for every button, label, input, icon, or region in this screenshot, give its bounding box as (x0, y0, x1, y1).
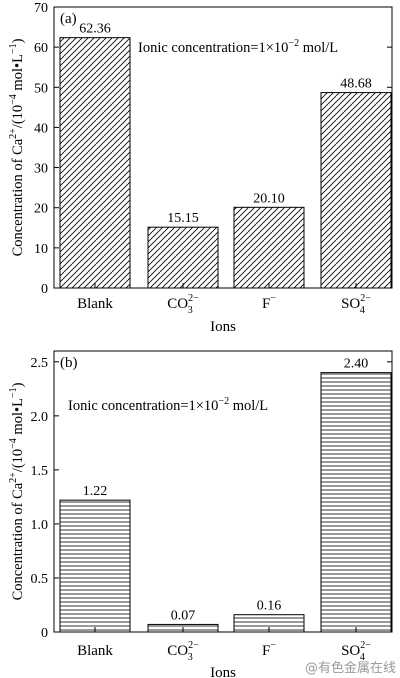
y-tick-label: 2.5 (31, 356, 49, 371)
bar-4 (320, 372, 392, 633)
bar-3 (233, 206, 305, 289)
watermark: @有色金属在线 (305, 660, 396, 676)
bar-4 (320, 92, 392, 289)
chart-panel-2: 0 0.5 1.0 1.5 2.0 2.5 1.22 Blank 0.07 CO2− 3 0.16 F−… (8, 350, 393, 678)
y-tick-label: 40 (34, 121, 48, 136)
data-label-1: 1.22 (83, 484, 108, 499)
y-tick-label: 30 (34, 162, 48, 177)
plot-frame (53, 6, 393, 289)
bar-2 (147, 226, 219, 289)
x-axis-label: Ions (210, 665, 236, 678)
x-tick-label-1: Blank (77, 643, 113, 659)
chart-panel-1: 0 10 20 30 40 50 60 70 62.36 Blank 15.15 CO2− 3 20.10… (8, 1, 393, 335)
y-tick-label: 20 (34, 202, 48, 217)
x-tick-label-4: SO2− 4 (341, 293, 371, 316)
x-tick-label-3: F− (262, 640, 276, 659)
chart-annotation: Ionic concentration=1×10−2 mol/L (138, 38, 338, 56)
x-tick-label-2: CO2− 3 (167, 293, 199, 316)
data-label-1: 62.36 (79, 22, 111, 37)
y-tick-label: 10 (34, 242, 48, 257)
y-tick-label: 70 (34, 1, 48, 16)
x-tick-label-1: Blank (77, 296, 113, 312)
x-tick-label-4: SO2− 4 (341, 640, 371, 663)
y-tick-label: 0 (41, 626, 48, 641)
data-label-4: 2.40 (344, 357, 369, 372)
y-axis-label: Concentration of Ca2+/(10−4 mol•L−1) (8, 38, 26, 256)
data-label-2: 0.07 (171, 608, 196, 623)
y-tick-label: 1.0 (31, 518, 49, 533)
data-label-3: 0.16 (257, 599, 282, 614)
y-tick-label: 2.0 (31, 410, 49, 425)
bar-1 (59, 37, 131, 289)
y-tick-label: 1.5 (31, 464, 49, 479)
x-tick-label-2: CO2− 3 (167, 640, 199, 663)
y-tick-label: 60 (34, 41, 48, 56)
x-axis-label: Ions (210, 319, 236, 335)
panel-label: (b) (60, 355, 78, 371)
plot-frame (53, 350, 393, 633)
data-label-3: 20.10 (253, 191, 285, 206)
panel-label: (a) (60, 11, 77, 27)
data-label-4: 48.68 (340, 77, 372, 92)
x-tick-label-3: F− (262, 293, 276, 312)
data-label-2: 15.15 (167, 211, 199, 226)
chart-annotation: Ionic concentration=1×10−2 mol/L (68, 396, 268, 414)
bar-1 (59, 499, 131, 633)
y-tick-label: 0 (41, 282, 48, 297)
y-tick-label: 50 (34, 81, 48, 96)
y-axis-label: Concentration of Ca2+/(10−4 mol•L−1) (8, 382, 26, 600)
y-tick-label: 0.5 (31, 572, 49, 587)
